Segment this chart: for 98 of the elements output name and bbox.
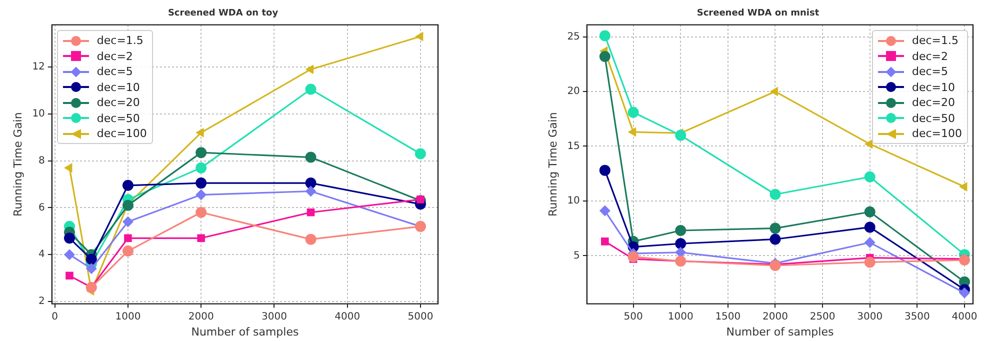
- point: [414, 148, 426, 160]
- y-tick-label: 15: [567, 140, 580, 152]
- x-tick-label: 3000: [261, 311, 287, 322]
- x-tick-label: 2500: [810, 311, 836, 322]
- point: [628, 106, 639, 118]
- point: [864, 139, 873, 149]
- point: [864, 222, 876, 233]
- point: [770, 86, 778, 96]
- point: [305, 84, 316, 95]
- point: [770, 188, 781, 200]
- chart-title: Screened WDA on toy: [168, 8, 278, 19]
- point: [416, 196, 424, 204]
- legend-label: dec=10: [912, 80, 955, 94]
- y-axis-title: Running Time Gain: [546, 112, 560, 216]
- point: [305, 64, 314, 74]
- point: [628, 251, 639, 262]
- point: [599, 51, 610, 62]
- y-tick-label: 6: [38, 202, 45, 214]
- point: [66, 272, 74, 280]
- point: [305, 178, 316, 189]
- legend-label: dec=5: [96, 65, 133, 78]
- y-tick-label: 25: [567, 31, 580, 42]
- y-tick-label: 8: [38, 155, 45, 166]
- point: [86, 263, 97, 274]
- x-tick-label: 0: [52, 311, 58, 322]
- y-tick-label: 10: [567, 196, 580, 207]
- x-tick-label: 5000: [408, 311, 434, 322]
- x-tick-label: 2000: [188, 311, 214, 322]
- point: [197, 234, 205, 242]
- point: [64, 163, 72, 173]
- chart-title: Screened WDA on mnist: [696, 8, 820, 19]
- point: [864, 256, 876, 268]
- x-tick-label: 2000: [762, 311, 788, 322]
- point: [196, 162, 207, 174]
- point: [770, 222, 781, 234]
- x-tick-label: 3500: [904, 311, 930, 322]
- point: [958, 287, 970, 298]
- point: [196, 128, 204, 138]
- point: [305, 234, 316, 245]
- point: [628, 127, 636, 137]
- legend-label: dec=1.5: [96, 34, 144, 48]
- x-tick-label: 4000: [334, 311, 360, 322]
- point: [64, 249, 75, 260]
- legend-label: dec=20: [912, 96, 955, 110]
- legend-label: dec=2: [96, 50, 133, 63]
- y-tick-label: 10: [32, 108, 45, 120]
- point: [958, 182, 968, 192]
- point: [196, 147, 207, 158]
- point: [196, 178, 207, 189]
- x-axis-title: Number of samples: [726, 325, 834, 338]
- point: [675, 130, 686, 141]
- legend-label: dec=100: [912, 127, 962, 140]
- point: [122, 216, 134, 228]
- point: [599, 205, 610, 216]
- legend-label: dec=1.5: [912, 34, 958, 48]
- point: [770, 260, 781, 272]
- legend-label: dec=50: [912, 112, 955, 125]
- point: [86, 254, 97, 265]
- point: [414, 32, 424, 42]
- legend-label: dec=5: [912, 65, 948, 78]
- point: [196, 206, 207, 218]
- point: [599, 164, 610, 176]
- point: [601, 238, 609, 246]
- point: [122, 246, 134, 257]
- x-tick-label: 1000: [668, 311, 694, 322]
- point: [958, 254, 970, 266]
- point: [305, 186, 316, 197]
- y-tick-label: 20: [567, 86, 580, 98]
- x-tick-label: 500: [624, 311, 643, 322]
- y-tick-label: 12: [32, 62, 45, 73]
- point: [675, 224, 686, 236]
- point: [122, 200, 134, 211]
- y-tick-label: 4: [38, 249, 45, 260]
- point: [305, 152, 316, 163]
- point: [770, 234, 781, 245]
- y-tick-label: 2: [38, 296, 45, 308]
- point: [864, 171, 876, 182]
- legend-label: dec=100: [96, 127, 147, 140]
- x-tick-label: 1500: [715, 311, 741, 322]
- legend-label: dec=2: [912, 50, 948, 63]
- point: [864, 206, 876, 218]
- point: [599, 30, 610, 42]
- y-axis-title: Running Time Gain: [11, 112, 24, 216]
- legend-label: dec=50: [96, 112, 140, 125]
- legend-label: dec=20: [96, 96, 140, 110]
- x-tick-label: 4000: [952, 311, 978, 322]
- x-tick-label: 1000: [115, 311, 141, 322]
- legend-label: dec=10: [96, 80, 140, 94]
- point: [124, 234, 132, 242]
- point: [196, 189, 207, 200]
- point: [864, 237, 876, 248]
- point: [306, 208, 315, 216]
- point: [122, 180, 134, 191]
- x-axis-title: Number of samples: [191, 325, 299, 338]
- y-tick-label: 5: [574, 250, 580, 262]
- point: [64, 232, 75, 244]
- point: [675, 238, 686, 250]
- x-tick-label: 3000: [857, 311, 883, 322]
